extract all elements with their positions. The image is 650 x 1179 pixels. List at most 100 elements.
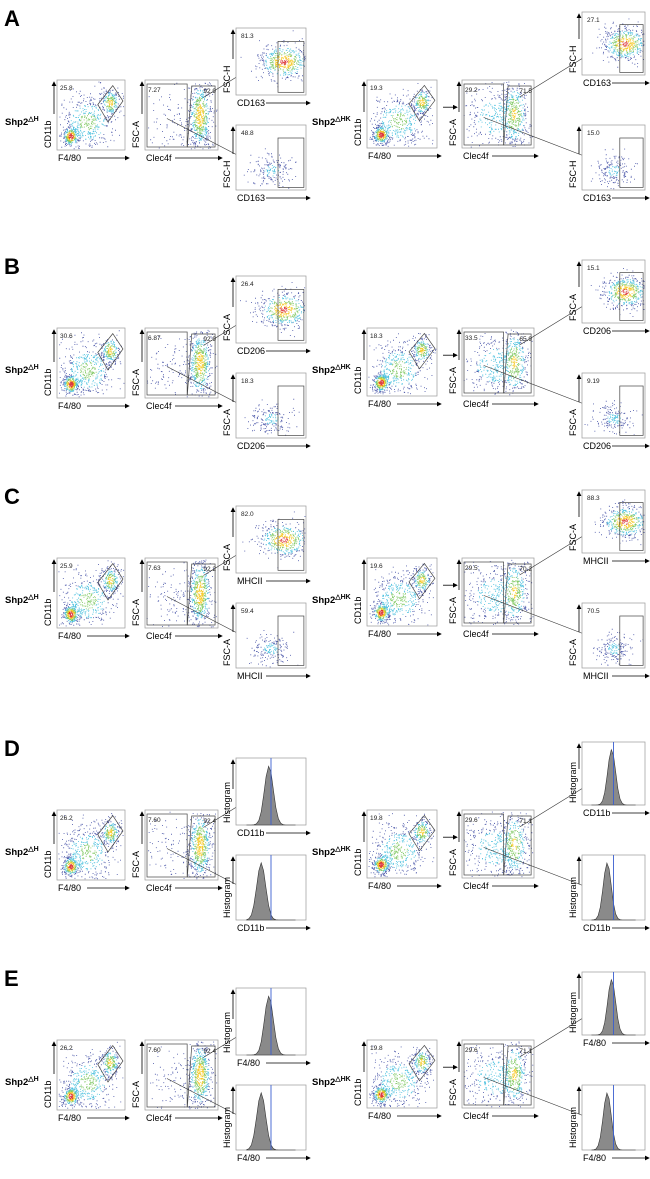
genotype-name: Shp2 [5, 847, 28, 858]
connector [483, 595, 589, 636]
x-axis-label: Clec4f [146, 883, 172, 893]
dots [68, 133, 74, 140]
dots [193, 575, 207, 612]
genotype-label: Shp2△H [5, 116, 39, 128]
dots [511, 1068, 518, 1081]
gate-percent: 15.1 [587, 265, 600, 272]
gate-percent: 19.8 [370, 1045, 383, 1052]
gate [97, 563, 124, 601]
panel-letter: E [4, 966, 19, 991]
dots [464, 559, 534, 625]
y-axis-label: CD11b [353, 367, 363, 394]
gate [619, 24, 644, 73]
genotype-label: Shp2△HK [312, 594, 351, 606]
genotype-superscript: △H [27, 846, 38, 853]
dots [64, 340, 118, 393]
dots [280, 306, 288, 313]
connector [203, 322, 241, 346]
dots [196, 351, 205, 375]
gate [503, 563, 532, 624]
x-axis-label: F4/80 [58, 153, 81, 163]
genotype-label: Shp2△H [5, 364, 39, 376]
dots [68, 381, 74, 388]
connector [166, 848, 243, 888]
genotype-superscript: △H [27, 1076, 38, 1083]
dots [463, 811, 534, 878]
gate [408, 84, 436, 122]
y-axis-label: CD11b [43, 599, 53, 626]
dots [59, 81, 125, 150]
y-axis-label: FSC-H [568, 161, 578, 189]
y-axis-label: CD11b [43, 1081, 53, 1108]
y-axis-label: FSC-A [448, 119, 458, 146]
y-axis-label: FSC-A [222, 314, 232, 341]
genotype-name: Shp2 [5, 365, 28, 376]
y-axis-label: FSC-A [568, 524, 578, 551]
x-axis-label: MHCII [237, 671, 263, 681]
dots [369, 1045, 434, 1108]
dots [584, 400, 643, 436]
connector [203, 74, 241, 98]
dots [68, 1093, 74, 1100]
y-axis-label: Histogram [222, 782, 232, 823]
gate-percent: 19.8 [370, 815, 383, 822]
plot-frame [144, 557, 219, 629]
dots [377, 1058, 425, 1100]
dots [616, 515, 635, 529]
gate-percent: 33.5 [465, 335, 478, 342]
dots [280, 59, 289, 66]
gate-percent: 19.3 [370, 85, 383, 92]
gate-percent: 18.3 [241, 378, 254, 385]
plot-frame [144, 809, 219, 881]
connector [519, 55, 587, 98]
gate-percent: 29.6 [465, 1047, 478, 1054]
gate [186, 333, 216, 396]
gate-percent: 7.60 [148, 1047, 161, 1054]
connector [519, 1015, 587, 1058]
gate [277, 137, 305, 188]
dots [65, 573, 116, 621]
dots [196, 104, 205, 127]
genotype-name: Shp2 [312, 365, 335, 376]
x-axis-label: Clec4f [463, 629, 489, 639]
gate [619, 615, 644, 666]
gate [146, 813, 188, 878]
gate-percent: 29.5 [465, 565, 478, 572]
gate-percent: 92.9 [203, 88, 216, 95]
gate [408, 814, 436, 852]
gate-percent: 7.60 [148, 817, 161, 824]
dots [378, 131, 385, 138]
gate-percent: 15.0 [587, 130, 600, 137]
dots [369, 563, 434, 626]
dots [191, 1048, 210, 1102]
gate [146, 331, 188, 396]
x-axis-label: CD206 [583, 441, 611, 451]
gate-percent: 27.1 [587, 17, 600, 24]
x-axis-label: MHCII [583, 671, 609, 681]
gate [408, 1044, 436, 1082]
genotype-label: Shp2△HK [312, 846, 351, 858]
dots [477, 338, 525, 386]
y-axis-label: FSC-A [448, 597, 458, 624]
x-axis-label: F4/80 [58, 401, 81, 411]
dots [612, 282, 639, 302]
x-axis-label: CD163 [583, 78, 611, 88]
dots [264, 413, 279, 424]
gate-percent: 26.4 [241, 281, 254, 288]
x-axis-label: CD206 [237, 441, 265, 451]
dots [368, 333, 437, 395]
dots [622, 41, 629, 47]
x-axis-label: CD11b [583, 808, 610, 818]
gate-percent: 59.4 [241, 608, 254, 615]
gate [277, 615, 305, 666]
x-axis-label: F4/80 [368, 151, 391, 161]
gate [503, 815, 532, 876]
gate-percent: 82.0 [241, 511, 254, 518]
genotype-superscript: △HK [334, 1076, 351, 1083]
gate-percent: 81.3 [241, 33, 254, 40]
gate-percent: 92.9 [203, 336, 216, 343]
x-axis-label: F4/80 [368, 881, 391, 891]
genotype-superscript: △H [27, 364, 38, 371]
dots [374, 92, 429, 143]
